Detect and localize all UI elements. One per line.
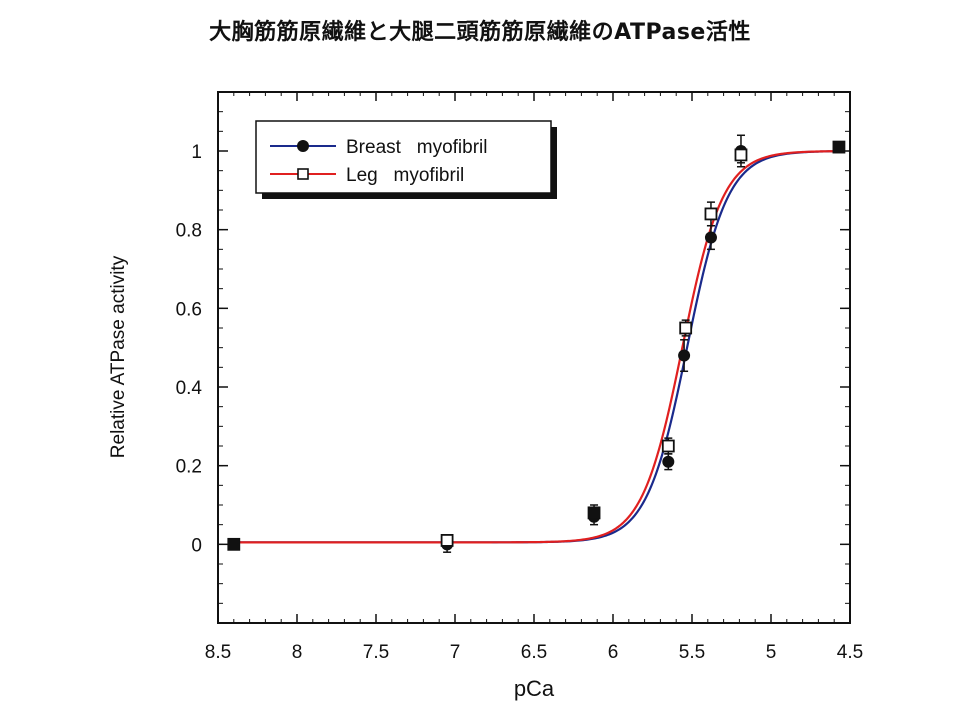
legend-marker-breast bbox=[297, 140, 309, 152]
breast-fit-line bbox=[233, 150, 839, 544]
legend-label-breast: Breast myofibril bbox=[346, 137, 487, 158]
x-tick-label: 6.5 bbox=[521, 642, 547, 663]
page-title: 大胸筋筋原繊維と大腿二頭筋筋原繊維のATPase活性 bbox=[209, 20, 751, 45]
breast-data-point bbox=[704, 231, 717, 244]
overlap-data-point bbox=[588, 506, 601, 519]
x-tick-label: 5 bbox=[766, 642, 777, 663]
legend-marker-leg bbox=[297, 168, 309, 180]
legend-box bbox=[255, 120, 552, 194]
x-tick-label: 5.5 bbox=[679, 642, 705, 663]
leg-data-point bbox=[704, 207, 718, 221]
y-tick-label: 0.8 bbox=[176, 221, 202, 242]
legend-label-leg: Leg myofibril bbox=[346, 165, 464, 186]
overlap-data-point bbox=[227, 538, 240, 551]
x-tick-label: 6 bbox=[608, 642, 619, 663]
y-tick-label: 0.4 bbox=[176, 378, 203, 399]
y-axis-title: Relative ATPase activity bbox=[108, 255, 129, 458]
x-axis-title: pCa bbox=[514, 676, 555, 701]
breast-data-point bbox=[662, 455, 675, 468]
x-tick-label: 7 bbox=[450, 642, 461, 663]
leg-data-point bbox=[440, 534, 454, 547]
overlap-data-point bbox=[832, 141, 845, 154]
y-tick-label: 1 bbox=[191, 142, 202, 163]
y-tick-label: 0.2 bbox=[176, 457, 202, 478]
x-tick-label: 7.5 bbox=[363, 642, 389, 663]
leg-fit-line bbox=[233, 150, 839, 544]
leg-data-point bbox=[679, 321, 693, 335]
data-points bbox=[227, 134, 846, 553]
x-tick-label: 8 bbox=[292, 642, 303, 663]
legend: Breast myofibril Leg myofibril bbox=[255, 120, 557, 199]
axis-ticks: 8.5 8 7.5 7 6.5 6 5.5 5 4.5 0 0.2 0.4 0.6 0.8 1 bbox=[176, 91, 863, 663]
leg-data-point bbox=[661, 439, 675, 453]
y-tick-label: 0.6 bbox=[176, 299, 202, 320]
x-tick-label: 4.5 bbox=[837, 642, 863, 663]
fit-curves bbox=[233, 150, 839, 544]
y-tick-label: 0 bbox=[191, 535, 202, 556]
leg-data-point bbox=[734, 148, 748, 162]
x-tick-label: 8.5 bbox=[205, 642, 231, 663]
breast-data-point bbox=[678, 349, 691, 362]
